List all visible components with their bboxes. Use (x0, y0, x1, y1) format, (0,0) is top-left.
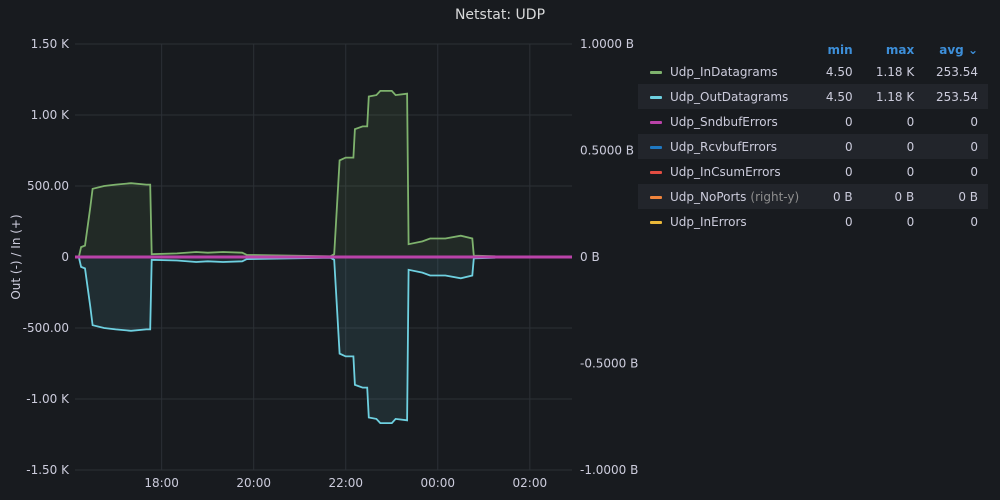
legend-item-udp-sndbuferrors[interactable]: Udp_SndbufErrors 0 0 0 (638, 109, 988, 134)
y-right-tick-label: 0 B (580, 250, 600, 264)
legend-value-max: 1.18 K (875, 64, 915, 79)
legend-item-name-cell[interactable]: Udp_InErrors (638, 209, 808, 234)
legend-item-label[interactable]: Udp_NoPorts (670, 189, 747, 204)
series-line-udp-indatagrams (77, 90, 496, 258)
legend-value-avg: 0 (970, 214, 978, 229)
series-layer (75, 90, 572, 424)
y-left-tick-label: 500.00 (27, 179, 69, 193)
axis-labels: 1.50 K 1.00 K 500.00 0 -500.00 -1.00 K -1.50 K… (9, 37, 638, 490)
legend-item-axis-suffix: (right-y) (750, 189, 800, 204)
x-tick-label: 20:00 (236, 476, 271, 490)
legend-item-label[interactable]: Udp_InCsumErrors (670, 164, 781, 179)
legend-value-avg: 253.54 (936, 64, 978, 79)
legend-item-name-cell[interactable]: Udp_NoPorts (right-y) (638, 184, 808, 209)
legend-item-name-cell[interactable]: Udp_InCsumErrors (638, 159, 808, 184)
legend-header-avg[interactable]: avg ⌄ (939, 42, 978, 57)
legend-value-avg: 0 (970, 114, 978, 129)
legend-header-name (638, 40, 808, 59)
legend-item-label[interactable]: Udp_RcvbufErrors (670, 139, 778, 154)
panel-title[interactable]: Netstat: UDP (454, 7, 546, 23)
legend-item-label[interactable]: Udp_SndbufErrors (670, 114, 778, 129)
x-tick-label: 22:00 (328, 476, 363, 490)
legend-value-avg: 0 (970, 164, 978, 179)
legend-swatch-icon[interactable] (650, 195, 662, 199)
y-left-tick-label: 0 (61, 250, 69, 264)
legend-item-name-cell[interactable]: Udp_SndbufErrors (638, 109, 808, 134)
y-right-tick-label: 0.5000 B (580, 144, 634, 158)
legend-swatch-icon[interactable] (650, 120, 662, 124)
legend-swatch-icon[interactable] (650, 70, 662, 74)
legend-item-udp-incsumerrors[interactable]: Udp_InCsumErrors 0 0 0 (638, 159, 988, 184)
y-right-tick-label: -0.5000 B (580, 357, 638, 371)
y-left-tick-label: 1.00 K (31, 108, 71, 122)
legend-value-min: 0 (845, 164, 853, 179)
y-left-tick-label: -500.00 (23, 321, 69, 335)
y-left-tick-label: -1.00 K (26, 392, 70, 406)
legend-value-max: 0 (854, 134, 917, 159)
legend-swatch-icon[interactable] (650, 220, 662, 224)
legend-value-max: 0 (906, 164, 915, 179)
x-tick-label: 18:00 (144, 476, 179, 490)
legend-value-min: 0 (807, 134, 855, 159)
legend-value-avg: 0 B (916, 184, 988, 209)
series-area-udp-indatagrams (78, 90, 496, 258)
legend-header-row: min max avg ⌄ (638, 40, 988, 59)
legend-header-min[interactable]: min (827, 42, 853, 57)
legend-value-avg: 0 (916, 134, 988, 159)
legend-swatch-icon[interactable] (650, 95, 662, 99)
legend-value-min: 4.50 (807, 84, 855, 109)
legend-item-name-cell[interactable]: Udp_RcvbufErrors (638, 134, 808, 159)
y-right-tick-label: -1.0000 B (580, 463, 638, 477)
legend-value-max: 0 B (854, 184, 917, 209)
legend-value-max: 0 (906, 214, 915, 229)
y-left-tick-label: -1.50 K (26, 463, 70, 477)
legend-swatch-icon[interactable] (650, 145, 662, 149)
legend-value-min: 0 B (807, 184, 855, 209)
x-tick-label: 00:00 (420, 476, 455, 490)
legend-item-udp-rcvbuferrors[interactable]: Udp_RcvbufErrors 0 0 0 (638, 134, 988, 159)
legend-value-avg: 253.54 (916, 84, 988, 109)
legend-item-label[interactable]: Udp_InErrors (670, 214, 747, 229)
legend-item-name-cell[interactable]: Udp_InDatagrams (638, 59, 808, 84)
legend-value-min: 0 (845, 214, 853, 229)
legend-item-udp-inerrors[interactable]: Udp_InErrors 0 0 0 (638, 209, 988, 234)
series-line-udp-outdatagrams (77, 256, 496, 424)
legend-value-min: 0 (845, 114, 853, 129)
legend-header-max[interactable]: max (885, 42, 915, 57)
legend-item-udp-indatagrams[interactable]: Udp_InDatagrams 4.50 1.18 K 253.54 (638, 59, 988, 84)
legend-value-max: 1.18 K (854, 84, 917, 109)
legend-swatch-icon[interactable] (650, 170, 662, 174)
legend-item-udp-outdatagrams[interactable]: Udp_OutDatagrams 4.50 1.18 K 253.54 (638, 84, 988, 109)
series-area-udp-outdatagrams (78, 257, 496, 424)
legend-body: Udp_InDatagrams 4.50 1.18 K 253.54 Udp_OutDa… (638, 59, 988, 234)
legend-item-label[interactable]: Udp_OutDatagrams (670, 89, 789, 104)
y-left-tick-label: 1.50 K (31, 37, 71, 51)
x-tick-label: 02:00 (513, 476, 548, 490)
legend-value-max: 0 (906, 114, 915, 129)
legend-item-name-cell[interactable]: Udp_OutDatagrams (638, 84, 808, 109)
y-axis-title: Out (-) / In (+) (9, 214, 23, 299)
y-right-tick-label: 1.0000 B (580, 37, 634, 51)
legend-value-min: 4.50 (825, 64, 853, 79)
legend-item-label[interactable]: Udp_InDatagrams (670, 64, 778, 79)
